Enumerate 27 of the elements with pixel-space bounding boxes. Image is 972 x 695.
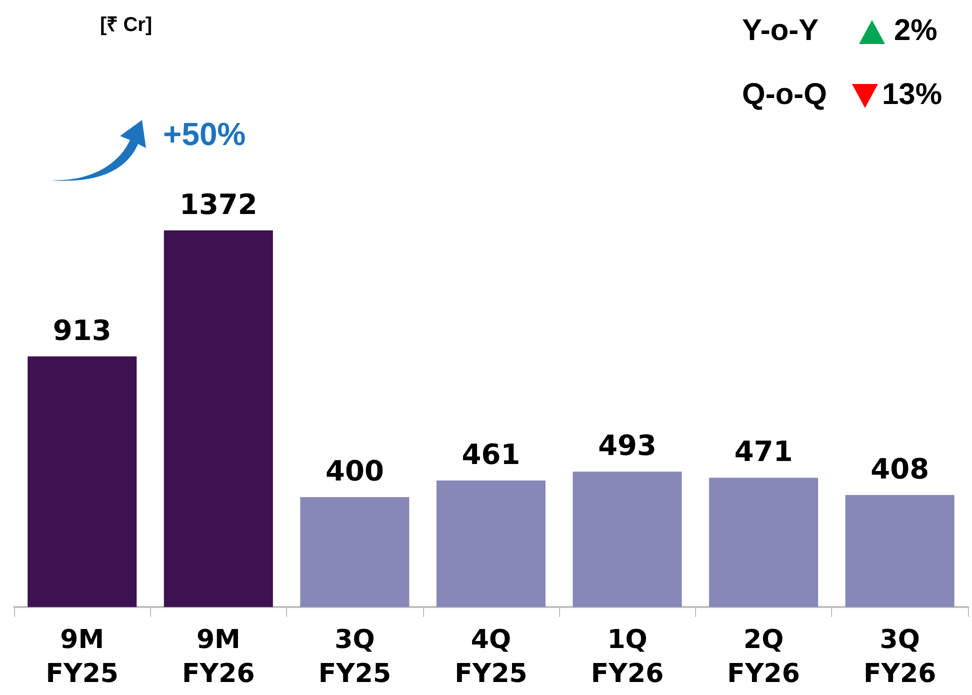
x-tick-label: 2Q FY26	[727, 625, 800, 689]
bar	[572, 472, 682, 607]
data-label: 1372	[179, 188, 258, 221]
data-label: 493	[598, 429, 657, 462]
x-tick-label: 3Q FY26	[863, 625, 936, 689]
text: +50%	[163, 116, 246, 153]
x-tick-label: 4Q FY25	[454, 625, 528, 689]
text: 13%	[882, 78, 942, 112]
bar	[300, 497, 410, 607]
bar	[845, 494, 954, 607]
text: Q-o-Q	[742, 78, 827, 112]
data-label: 913	[52, 314, 112, 347]
data-label: 408	[870, 452, 930, 486]
bar	[709, 478, 818, 607]
x-tick-label: 9M FY25	[46, 625, 119, 689]
text: [₹ Cr]	[100, 13, 152, 37]
x-tick-label: 1Q FY26	[590, 625, 664, 689]
text: 2%	[894, 14, 938, 48]
x-tick-label: 3Q FY25	[318, 625, 392, 689]
x-tick-label: 9M FY26	[182, 625, 255, 689]
bar	[436, 480, 546, 607]
data-label: 471	[734, 435, 793, 468]
bar	[28, 356, 137, 607]
data-label: 461	[462, 438, 520, 471]
data-label: 400	[325, 454, 384, 488]
bar	[164, 230, 273, 607]
text: Y-o-Y	[742, 14, 819, 48]
